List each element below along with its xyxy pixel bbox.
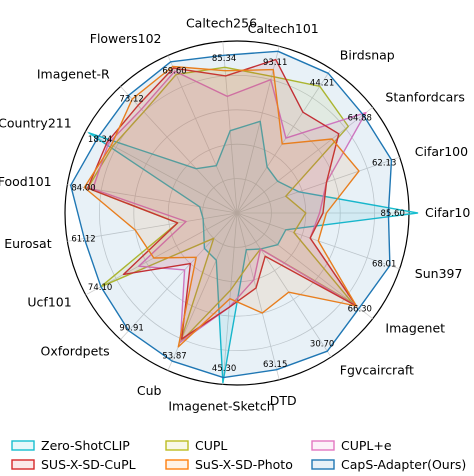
axis-labels: Cifar10 85.60 Cifar100 62.13 Stanfordcars 64.… (0, 16, 470, 414)
grid-spoke (236, 68, 332, 214)
legend-label: CapS-Adapter(Ours) (341, 457, 466, 472)
grid-spoke (85, 212, 238, 296)
value-label: 64.88 (348, 113, 372, 123)
legend-swatch (165, 440, 189, 451)
axis-label: Cifar100 (415, 144, 468, 159)
value-label: 18.34 (88, 135, 112, 145)
axis-label: Country211 (0, 116, 72, 131)
value-label: 84.00 (71, 183, 95, 193)
value-label: 90.91 (119, 324, 143, 334)
grid-spoke (236, 46, 280, 214)
axis-label: Caltech101 (248, 21, 319, 36)
legend-label: SuS-X-SD-Photo (195, 457, 293, 472)
axis-label: Sun397 (415, 266, 463, 281)
value-label: 85.60 (381, 209, 405, 219)
series-polygon-sus-x-sd-photo (83, 65, 360, 348)
legend-swatch (311, 440, 335, 451)
value-label: 68.01 (372, 260, 396, 270)
legend-swatch (11, 440, 35, 451)
axis-label: Stanfordcars (385, 90, 465, 105)
legend-swatch (11, 459, 35, 470)
value-label: 44.21 (310, 79, 334, 89)
axis-label: Birdsnap (340, 48, 395, 63)
grid-spoke (167, 55, 238, 214)
axis-label: Imagenet (385, 321, 445, 336)
value-label: 93.11 (263, 58, 287, 68)
value-label: 30.70 (310, 339, 334, 349)
grid-spoke (236, 156, 400, 214)
axis-label: Imagenet-R (37, 67, 110, 82)
value-label: 63.15 (263, 360, 287, 370)
legend-label: SUS-X-SD-CuPL (41, 457, 136, 472)
axis-label: Flowers102 (90, 31, 162, 46)
value-label: 74.10 (88, 283, 112, 293)
legend-swatch (311, 459, 335, 470)
axis-label: Fgvcaircraft (340, 362, 414, 377)
axis-label: Oxfordpets (41, 343, 110, 358)
grid-spoke (236, 107, 373, 214)
series-polygon-cupl-e (92, 70, 367, 343)
legend-label: Zero-ShotCLIP (41, 438, 130, 453)
grid-spoke (67, 212, 238, 242)
series-polygons (69, 50, 419, 384)
axis-label: Cifar10 (425, 205, 470, 220)
value-label: 61.12 (71, 235, 95, 245)
legend: Zero-ShotCLIP CUPL CUPL+e SUS-X-SD-CuPL SuS-… (11, 438, 466, 472)
axis-label: Caltech256 (186, 16, 257, 31)
value-label: 45.30 (212, 364, 236, 374)
grid-spoke (236, 212, 280, 380)
grid-spoke (120, 212, 238, 340)
axis-label: Imagenet-Sketch (168, 398, 274, 413)
series-polygon-caps-adapter-ours (69, 50, 393, 379)
axis-label: DTD (270, 393, 297, 408)
value-label: 66.30 (348, 305, 372, 315)
axis-label: Ucf101 (27, 295, 71, 310)
value-label: 69.60 (162, 67, 186, 77)
value-label: 85.34 (212, 54, 236, 64)
legend-label: CUPL+e (341, 438, 392, 453)
value-label: 73.12 (119, 95, 143, 105)
grid-spoke (120, 86, 238, 214)
axis-label: Food101 (0, 174, 52, 189)
axis-label: Eurosat (4, 236, 52, 251)
legend-swatch (165, 459, 189, 470)
grid-spoke (236, 212, 332, 358)
series-polygon-zero-shotclip (88, 120, 419, 384)
series-polygon-sus-x-sd-cupl (86, 58, 358, 340)
value-label: 53.87 (162, 352, 186, 362)
axis-label: Cub (137, 383, 162, 398)
legend-label: CUPL (195, 438, 227, 453)
value-label: 62.13 (372, 159, 396, 169)
